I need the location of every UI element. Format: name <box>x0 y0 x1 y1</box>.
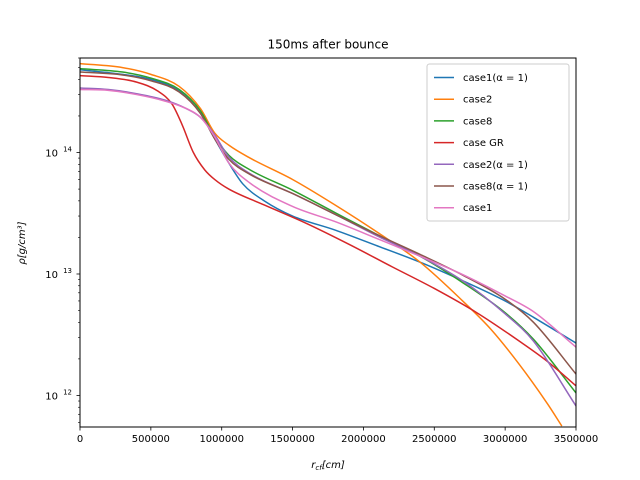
plot-frame <box>79 57 577 428</box>
y-tick-exponent: 14 <box>63 146 72 154</box>
legend-entry: case2(α = 1) <box>463 160 528 171</box>
x-axis: 0 500000 1000000 1500000 2000000 2500000 30000… <box>77 427 598 445</box>
y-axis-label: ρ[g/cm³] <box>17 221 28 264</box>
y-tick-exponent: 12 <box>63 388 72 396</box>
x-tick-label: 2500000 <box>412 434 457 445</box>
legend-entry: case8 <box>463 116 492 127</box>
legend-box <box>426 63 570 222</box>
x-tick-label: 3500000 <box>554 434 599 445</box>
x-tick-label: 1500000 <box>270 434 315 445</box>
x-tick-label: 0 <box>77 434 83 445</box>
y-tick-label: 10 <box>45 391 58 402</box>
series-line-6 <box>80 71 576 375</box>
legend-entry: case8(α = 1) <box>463 182 528 193</box>
x-tick-label: 500000 <box>132 434 170 445</box>
x-axis-label-text: rcf[cm] <box>311 460 345 472</box>
series-layer <box>80 62 576 427</box>
y-axis-label-text: ρ[g/cm³] <box>17 221 28 264</box>
chart-title: 150ms after bounce <box>267 38 388 52</box>
legend-entry: case1 <box>463 203 492 214</box>
x-tick-label: 3000000 <box>483 434 528 445</box>
y-tick-label: 10 <box>45 270 58 281</box>
y-axis: 10 12 10 13 10 14 <box>45 57 80 423</box>
y-tick-label: 10 <box>45 149 58 160</box>
legend-entry: case GR <box>463 138 504 149</box>
series-line-7 <box>80 88 576 348</box>
x-tick-label: 1000000 <box>199 434 244 445</box>
x-tick-label: 2000000 <box>341 434 386 445</box>
series-line-2 <box>80 62 563 427</box>
legend: case1(α = 1) case2 case8 case GR case2(α = 1… <box>426 63 570 222</box>
legend-entry: case2 <box>463 95 492 106</box>
series-line-1 <box>80 69 576 344</box>
series-line-4 <box>80 74 576 387</box>
legend-entry: case1(α = 1) <box>463 73 528 84</box>
y-tick-exponent: 13 <box>63 267 72 275</box>
x-axis-label: rcf[cm] <box>311 460 345 472</box>
